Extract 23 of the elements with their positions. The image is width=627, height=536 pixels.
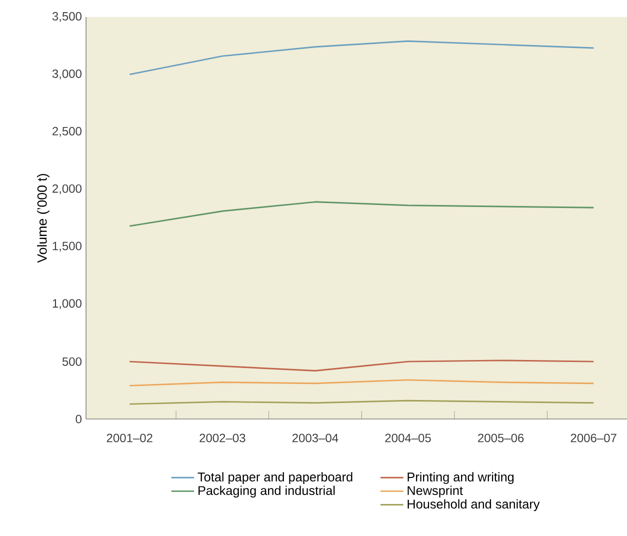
y-tick-label: 500 (62, 357, 82, 366)
legend-label: Printing and writing (408, 472, 514, 484)
x-tick-label: 2003–04 (292, 434, 338, 442)
line-series (128, 201, 594, 227)
x-tick-label: 2005–06 (478, 434, 524, 442)
y-tick-label: 3,000 (52, 69, 82, 80)
legend-label: Newsprint (408, 486, 463, 498)
y-tick-label: 2,500 (52, 126, 82, 137)
line-series (128, 360, 594, 372)
y-tick-label: 1,500 (52, 242, 82, 252)
x-tick-label: 2006–07 (570, 434, 616, 442)
y-tick-label: 2,000 (52, 184, 82, 194)
y-tick-label: 1,000 (52, 299, 82, 310)
legend-label: Household and sanitary (408, 499, 540, 512)
y-tick-label: 0 (76, 414, 82, 424)
x-tick-label: 2004–05 (385, 434, 431, 442)
line-series (128, 40, 594, 76)
y-axis-title: Volume (’000 t) (37, 174, 50, 263)
y-tick-label: 3,500 (52, 12, 82, 22)
legend-label: Packaging and industrial (198, 486, 335, 498)
legend-label: Total paper and paperboard (198, 472, 352, 484)
x-tick-label: 2002–03 (200, 434, 246, 442)
x-tick-label: 2001–02 (106, 434, 152, 442)
